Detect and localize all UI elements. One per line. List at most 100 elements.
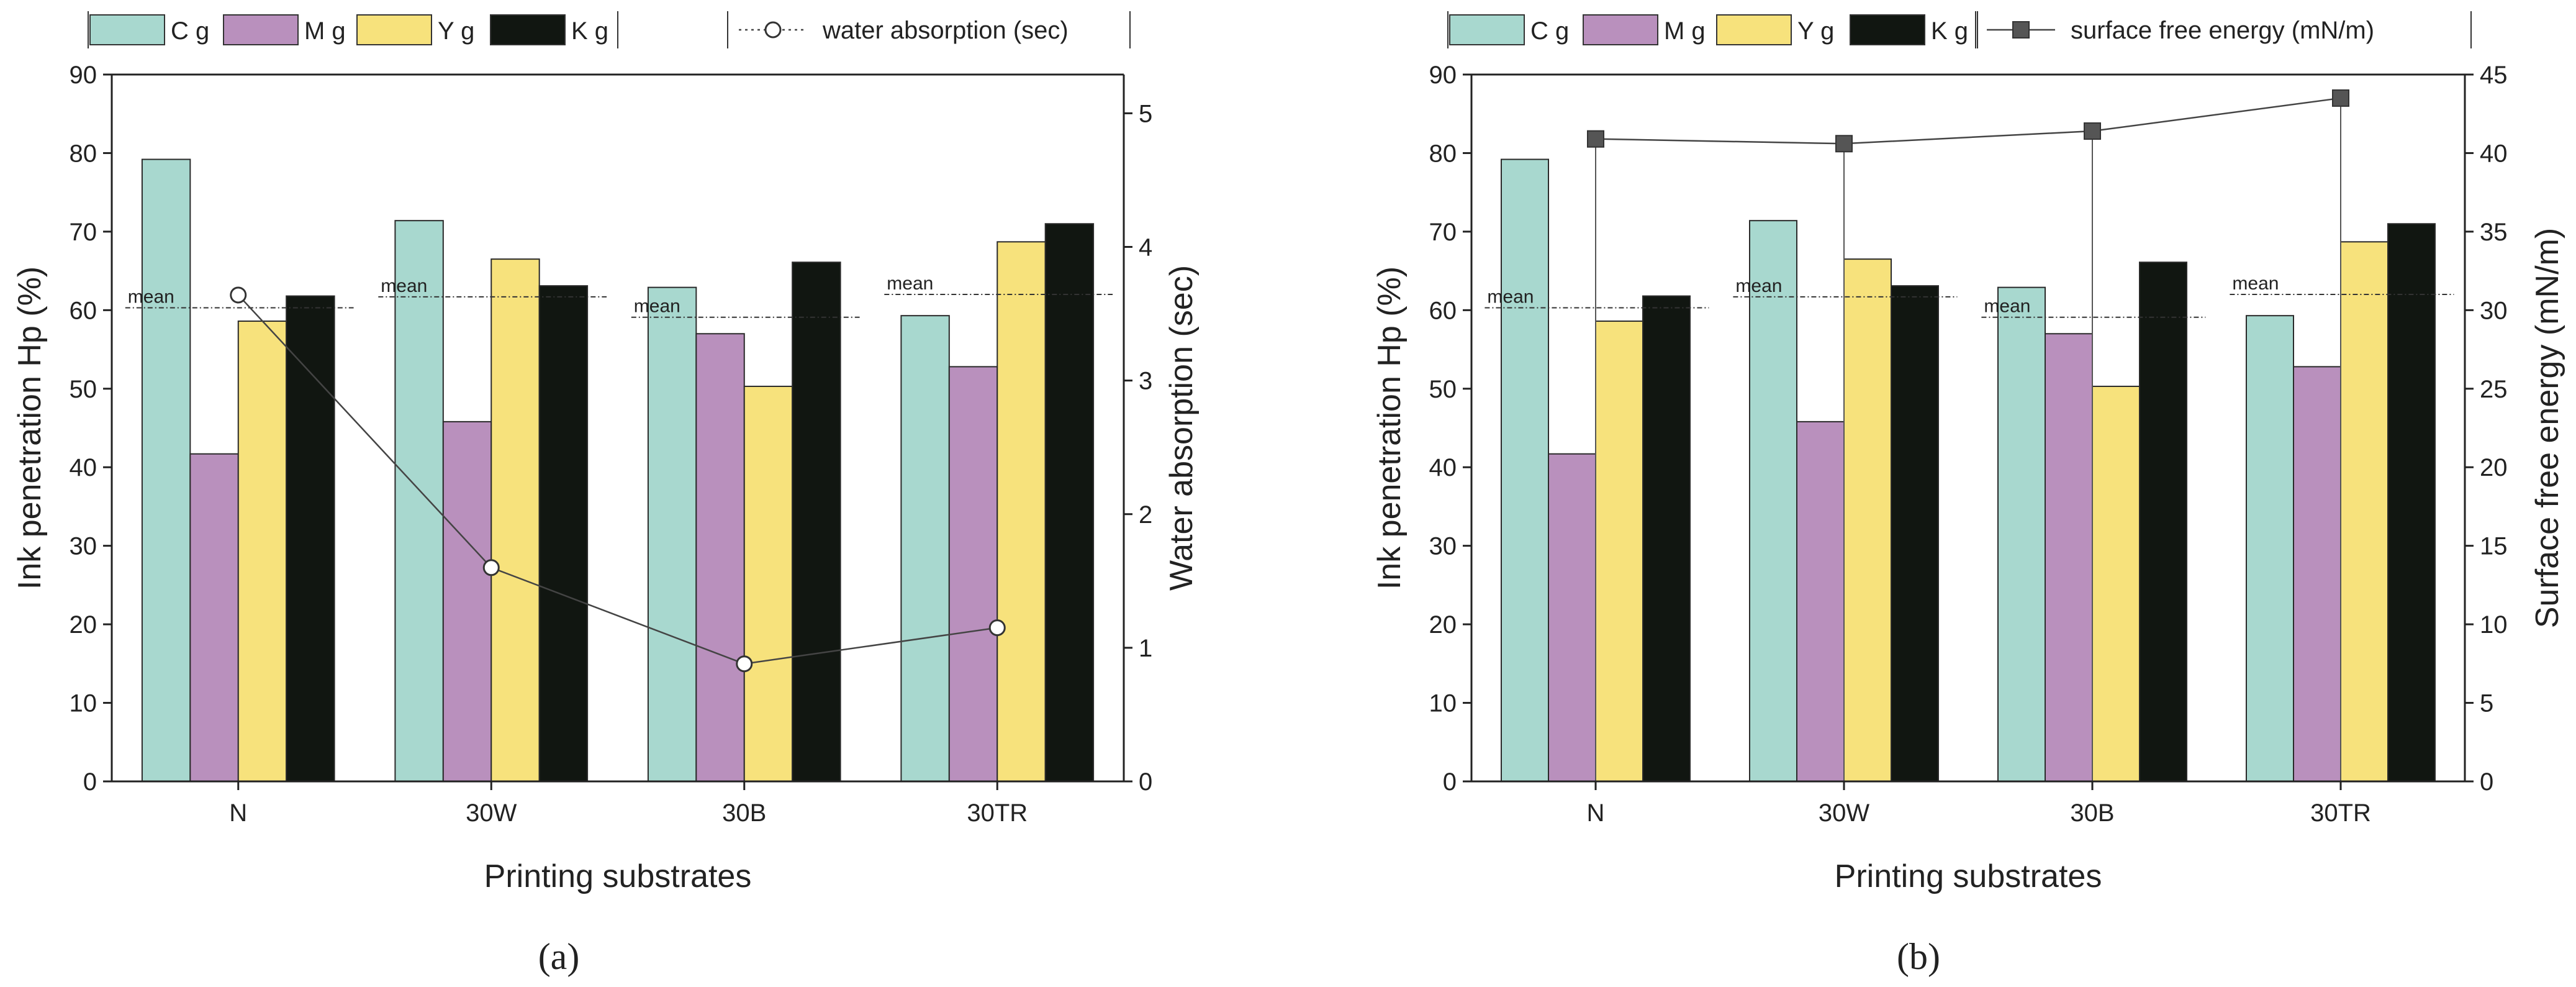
legend-swatch-yg [356, 14, 432, 45]
y-tick-label: 20 [1429, 611, 1457, 639]
legend-secondary-label: surface free energy (mN/m) [2071, 17, 2374, 44]
x-tick-label-30tr: 30TR [967, 799, 1028, 827]
bar-mg-30b [2045, 333, 2093, 782]
y2-tick-label: 3 [1139, 368, 1152, 395]
legend-secondary-label: water absorption (sec) [822, 17, 1069, 44]
secondary-point-n [1587, 130, 1604, 148]
y-tick-label: 90 [1429, 61, 1457, 89]
y-tick-label: 30 [70, 533, 97, 560]
bar-mg-30w [1796, 421, 1845, 782]
bar-cg-30b [647, 286, 697, 783]
bar-kg-30tr [1044, 223, 1095, 782]
y-tick-label: 60 [1429, 297, 1457, 324]
legend-swatch-kg [1850, 14, 1925, 45]
bar-yg-30w [1843, 258, 1892, 782]
legend-swatch-cg [89, 14, 165, 45]
y2-tick-label: 5 [2480, 690, 2493, 717]
secondary-point-30w [482, 559, 500, 576]
bar-cg-n [1501, 158, 1549, 782]
y-tick-label: 50 [1429, 376, 1457, 403]
y2-tick-label: 40 [2480, 140, 2508, 167]
bar-mg-30b [695, 333, 745, 782]
mean-label-30b: mean [1984, 296, 2030, 317]
mean-label-30w: mean [381, 276, 427, 296]
secondary-point-30tr [988, 619, 1006, 637]
mean-label-30b: mean [634, 296, 680, 317]
legend-swatch-kg [490, 14, 566, 45]
y-tick-label: 40 [70, 454, 97, 481]
mean-label-n: mean [1487, 287, 1534, 307]
x-tick-label-30w: 30W [466, 799, 517, 827]
bar-kg-n [286, 295, 335, 783]
legend-swatch-yg [1716, 14, 1792, 45]
bar-mg-30w [442, 421, 492, 782]
bar-mg-30tr [2293, 366, 2341, 782]
bar-yg-30b [2092, 385, 2140, 782]
x-tick-label-n: N [229, 799, 247, 827]
legend-label: C g [1530, 17, 1569, 45]
bar-kg-30w [1891, 285, 1939, 782]
bar-yg-30w [490, 258, 540, 782]
y-tick-label: 30 [1429, 533, 1457, 560]
mean-label-30w: mean [1735, 276, 1782, 296]
y2-tick-label: 25 [2480, 376, 2508, 403]
legend-label: M g [304, 17, 346, 45]
y2-axis-title: Surface free energy (mN/m) [2529, 228, 2565, 628]
y2-tick-label: 15 [2480, 533, 2508, 560]
panel-label-b: (b) [1897, 936, 1940, 977]
bar-kg-30w [538, 285, 589, 782]
y2-tick-label: 10 [2480, 611, 2508, 639]
bar-yg-n [1595, 321, 1643, 782]
y2-tick-label: 20 [2480, 454, 2508, 481]
bar-cg-30w [394, 220, 444, 783]
y-tick-label: 90 [70, 61, 97, 89]
legend-secondary-marker [764, 21, 782, 39]
chart-panel-b: mean mean mean mean 0 10 20 30 40 50 60 70 80 90 0 5 10 1… [1372, 11, 2565, 977]
legend-secondary-marker [2012, 21, 2030, 39]
secondary-line [237, 294, 998, 665]
mean-label-30tr: mean [2232, 273, 2279, 294]
y-tick-label: 10 [70, 690, 97, 717]
mean-label-30tr: mean [887, 273, 933, 294]
x-axis-title: Printing substrates [484, 858, 752, 894]
bar-kg-30b [2139, 262, 2187, 782]
y2-axis-title: Water absorption (sec) [1164, 265, 1200, 591]
secondary-line [1595, 97, 2341, 145]
y2-tick-label: 0 [1139, 768, 1152, 796]
secondary-point-30tr [2332, 89, 2349, 107]
y-axis-title: Ink penetration Hp (%) [1372, 266, 1408, 589]
secondary-point-30b [2084, 122, 2101, 140]
bar-cg-30tr [2246, 315, 2294, 782]
x-tick-label-30b: 30B [722, 799, 766, 827]
y2-tick-label: 4 [1139, 234, 1152, 262]
y-tick-label: 0 [83, 768, 97, 796]
bar-mg-n [189, 453, 239, 782]
legend-label: K g [571, 17, 608, 45]
y2-tick-label: 0 [2480, 768, 2493, 796]
bar-cg-30tr [900, 315, 950, 782]
legend-label: K g [1931, 17, 1968, 45]
y-axis-title: Ink penetration Hp (%) [12, 266, 48, 589]
bar-kg-n [1642, 295, 1691, 783]
bar-yg-30b [743, 385, 793, 782]
legend-label: M g [1664, 17, 1706, 45]
secondary-point-30w [1835, 135, 1853, 153]
secondary-point-n [230, 286, 247, 304]
y-tick-label: 20 [70, 611, 97, 639]
secondary-point-30b [736, 655, 753, 673]
y-tick-label: 60 [70, 297, 97, 324]
y-tick-label: 80 [70, 140, 97, 167]
x-tick-label-n: N [1587, 799, 1605, 827]
bar-kg-30tr [2387, 223, 2436, 782]
y2-tick-label: 5 [1139, 100, 1152, 127]
bar-mg-30tr [948, 366, 998, 782]
legend-label: Y g [1797, 17, 1834, 45]
x-tick-label-30w: 30W [1819, 799, 1869, 827]
legend-swatch-cg [1449, 14, 1525, 45]
y-tick-label: 70 [1429, 219, 1457, 246]
bar-yg-30tr [997, 241, 1046, 782]
bar-yg-n [237, 321, 287, 782]
y-tick-label: 10 [1429, 690, 1457, 717]
bar-cg-30b [1997, 286, 2046, 783]
bar-mg-n [1548, 453, 1596, 782]
